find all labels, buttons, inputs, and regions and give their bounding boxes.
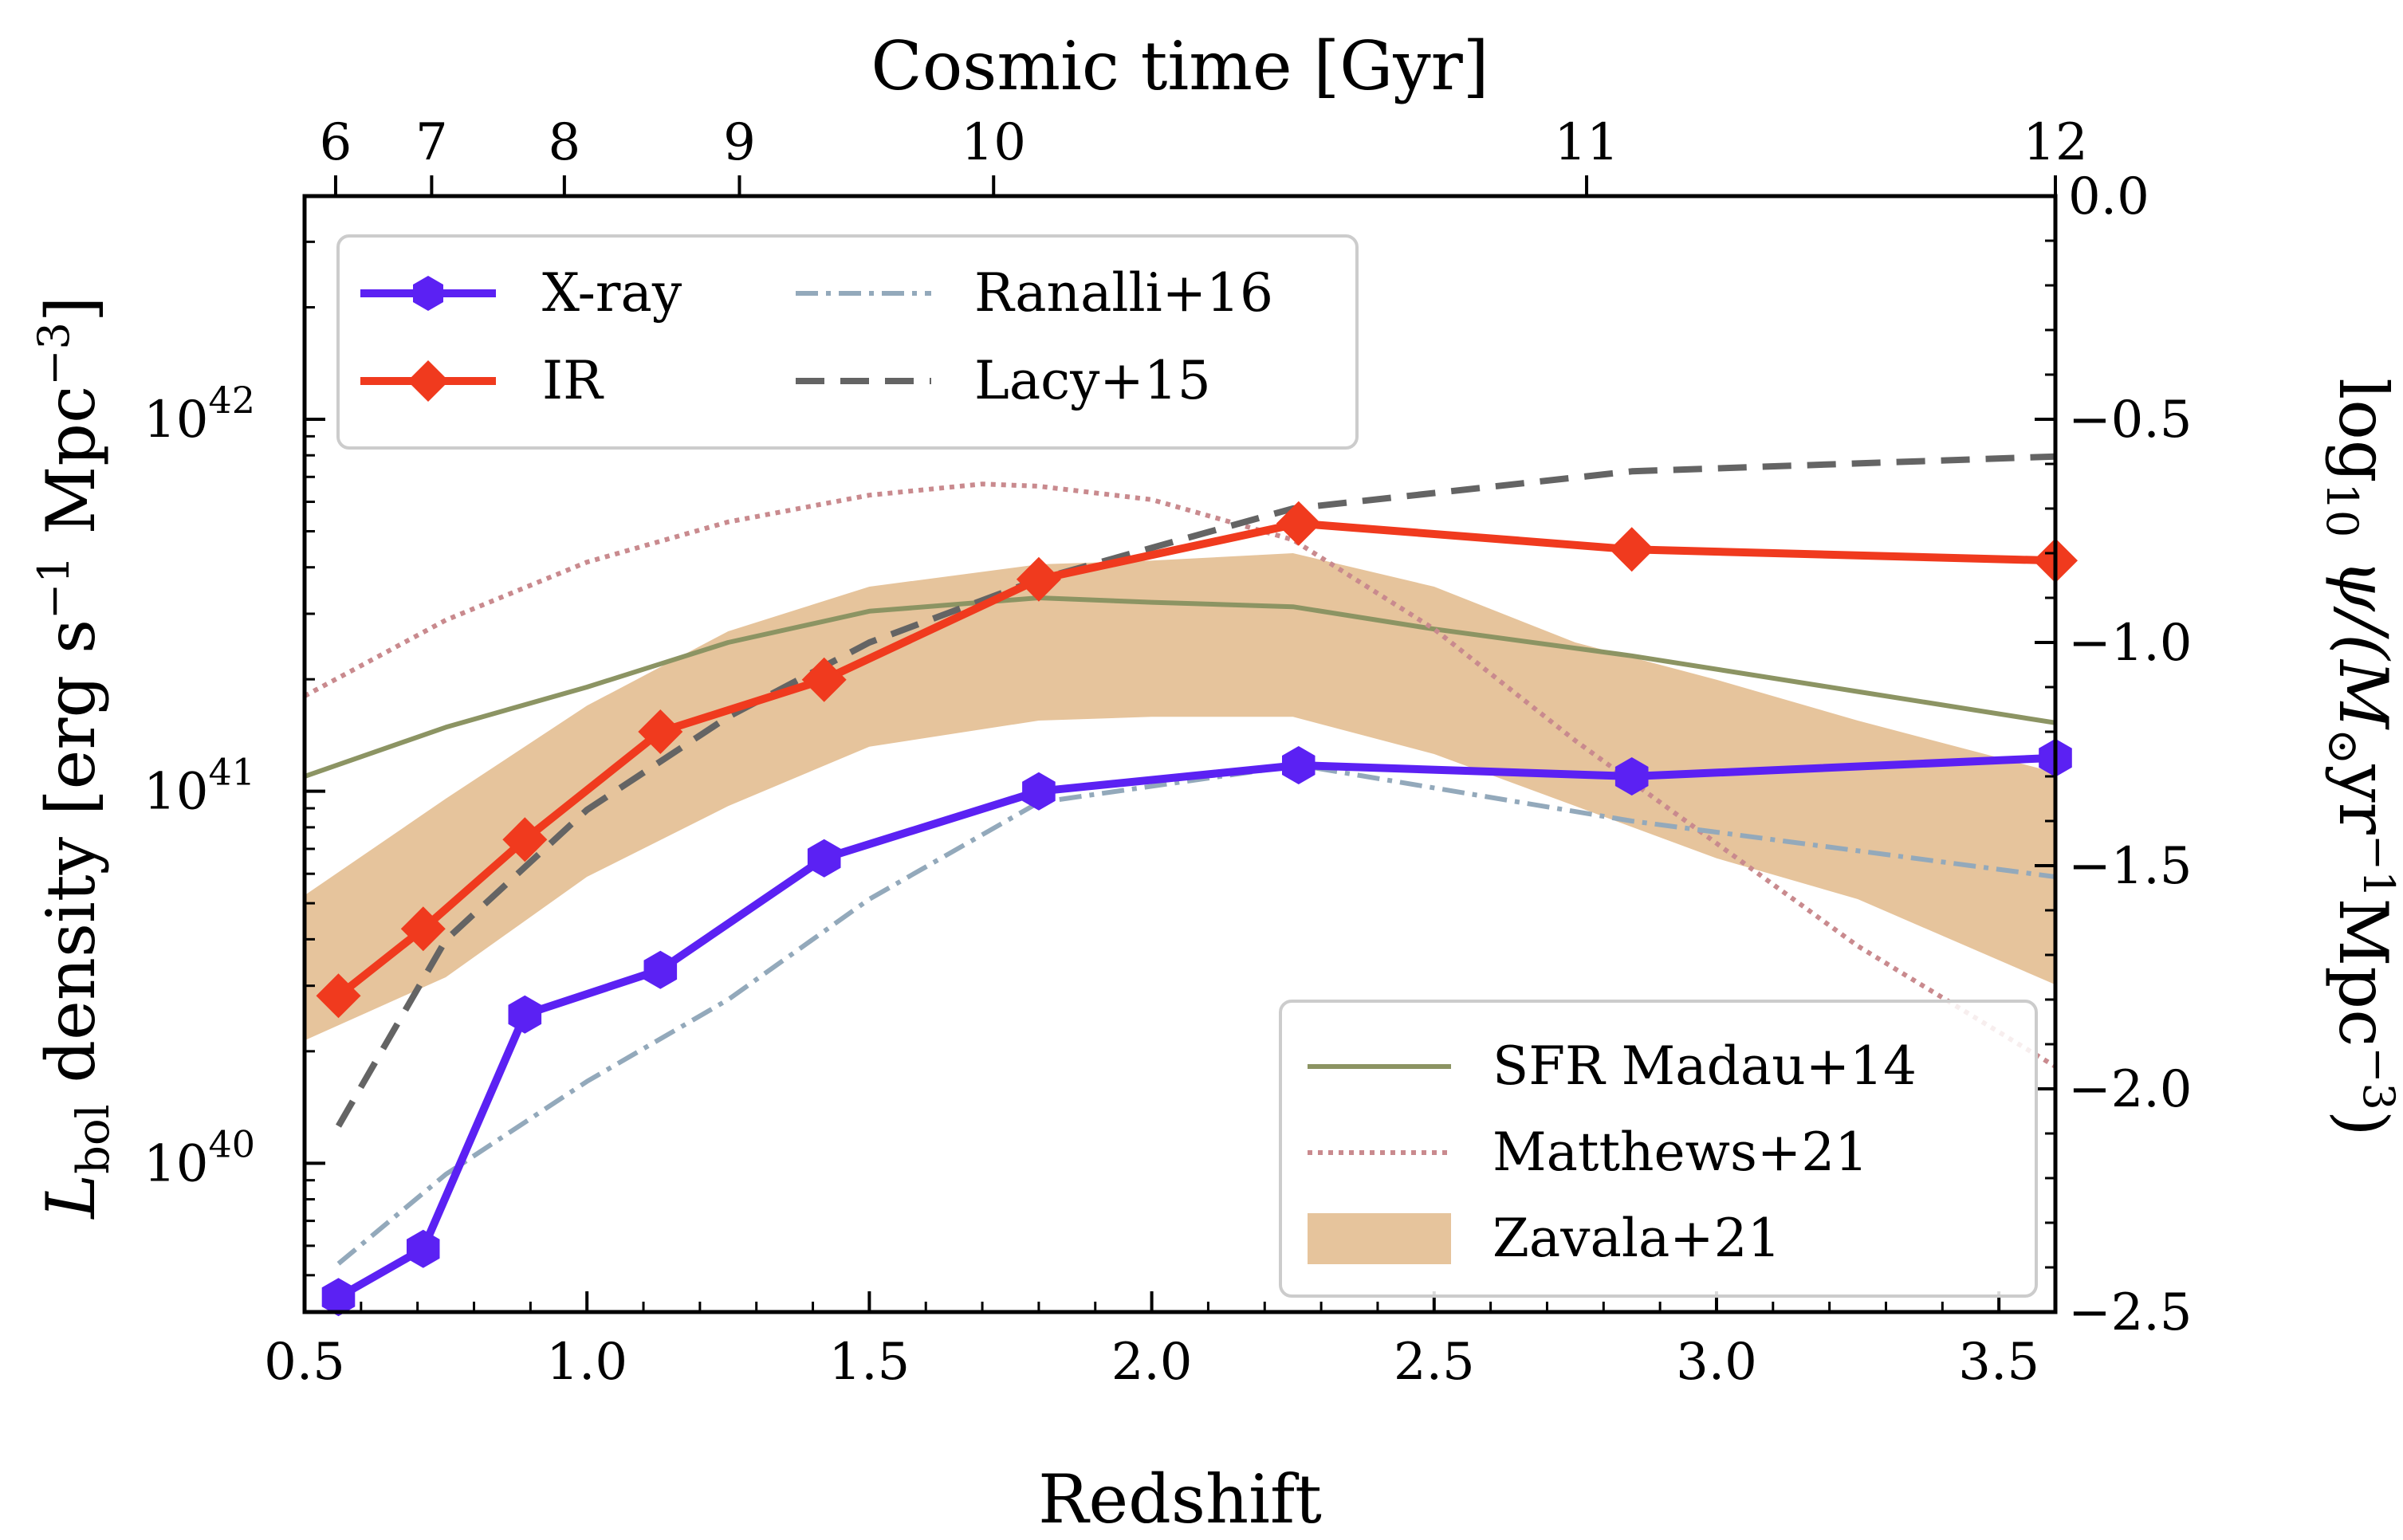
top-tick-label: 12 [2023,113,2087,172]
legend-swatch-zavala [1308,1213,1451,1264]
right-tick-label: 0.0 [2068,167,2149,226]
legend-upper: X-ray IR Ranalli+16 Lacy+15 [336,234,1359,450]
legend-swatch-xray-marker [413,276,443,311]
legend-label-matthews: Matthews+21 [1493,1122,1868,1183]
left-tick-label: 1040 [144,1122,255,1193]
right-tick-label: −1.5 [2068,837,2192,896]
left-tick-label: 1041 [144,751,255,822]
x-axis-title: Redshift [1038,1460,1322,1538]
ir-point [400,906,446,952]
legend-label-ranalli: Ranalli+16 [974,262,1273,324]
legend-label-lacy: Lacy+15 [974,350,1211,411]
series-line-matthews-21 [305,481,2055,1069]
right-tick-label: −1.0 [2068,614,2192,673]
top-tick-label: 6 [320,113,352,172]
legend-upper-frame [336,234,1359,450]
x-tick-label: 3.5 [1958,1333,2039,1392]
left-tick-label: 1042 [144,379,255,450]
legend-label-zavala: Zavala+21 [1493,1208,1781,1269]
x-tick-label: 2.0 [1111,1333,1193,1392]
legend-label-xray: X-ray [542,262,682,324]
ir-point [1276,501,1321,546]
axes-layer: 0.5 1.0 1.5 2.0 2.5 3.0 3.5 6 7 8 9 10 11 12 1040 1041 1… [144,113,2192,1392]
xray-point [508,995,542,1034]
xray-point [321,1278,356,1317]
ir-point [316,973,361,1019]
top-tick-label: 11 [1554,113,1618,172]
ir-point [502,817,548,862]
top-tick-label: 9 [723,113,756,172]
right-tick-label: −2.0 [2068,1060,2192,1119]
x-tick-label: 1.5 [828,1333,910,1392]
xray-point [643,950,678,989]
ir-point [1609,527,1654,572]
top-tick-label: 7 [415,113,448,172]
top-axis-title: Cosmic time [Gyr] [871,27,1489,105]
legend-swatch-ir-marker [407,360,449,402]
legend-lower-frame [1279,1000,2038,1298]
xray-point [807,839,841,878]
series-line-lacy-15 [336,453,2055,1128]
plot-frame [302,194,2058,1314]
legend-label-ir: IR [542,350,604,411]
legend-label-madau: SFR Madau+14 [1493,1035,1917,1097]
marker-layer [316,501,2078,1317]
band-zavala-21 [305,553,2055,1041]
legend-lower: SFR Madau+14 Matthews+21 Zavala+21 [1279,1000,2038,1298]
left-axis-title: Lbol density [erg s−1 Mpc−3] [29,296,120,1220]
series-line-sfr-madau-14 [305,595,2055,779]
top-tick-label: 8 [548,113,580,172]
right-axis-title: log10 ψ/(M⊙yr−1Mpc−3) [2317,378,2403,1136]
right-tick-label: −2.5 [2068,1283,2192,1342]
top-tick-label: 10 [962,113,1026,172]
x-tick-label: 0.5 [264,1333,345,1392]
xray-point [1282,746,1316,784]
band-layer [305,553,2055,1041]
x-tick-label: 1.0 [546,1333,627,1392]
ir-point [801,657,847,702]
x-tick-label: 3.0 [1676,1333,1757,1392]
xray-point [1614,757,1649,796]
xray-point [407,1229,440,1268]
x-tick-label: 2.5 [1394,1333,1475,1392]
ir-point [638,709,683,754]
right-tick-label: −0.5 [2068,391,2192,450]
ir-point [1016,556,1061,602]
xray-point [1022,772,1056,811]
